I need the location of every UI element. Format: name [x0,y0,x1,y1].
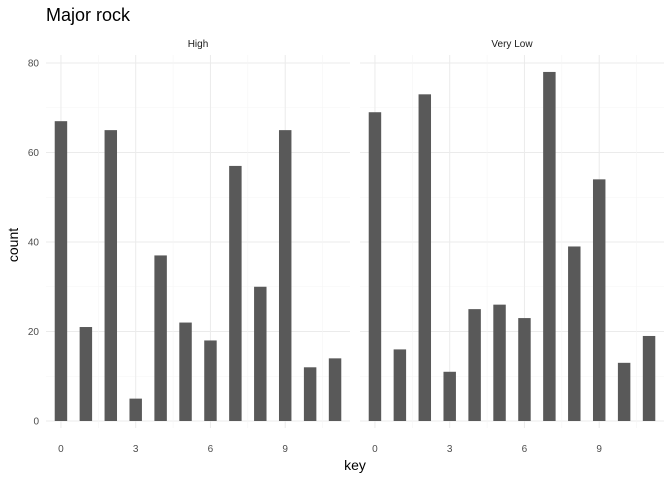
bar [393,349,407,421]
bar [79,327,93,421]
x-tick-label: 3 [133,444,139,455]
x-tick-label: 0 [58,444,64,455]
bar [204,340,217,421]
panel-strip-very-low: Very Low [491,39,533,50]
bar [518,318,531,421]
panel-strip-high: High [188,39,209,50]
bar [368,112,382,421]
y-tick-label: 40 [28,238,40,249]
bar [418,94,432,421]
bar [493,304,506,421]
bar [229,165,242,421]
bar [568,246,581,421]
bar [129,398,142,421]
x-tick-label: 0 [372,444,378,455]
y-tick-label: 20 [28,327,40,338]
bar [154,255,167,421]
x-tick-label: 9 [282,444,288,455]
bar [642,335,656,421]
y-tick-label: 0 [33,417,39,428]
bar [303,367,317,421]
chart-title: Major rock [46,5,131,25]
bar [617,362,631,421]
x-axis-title: key [344,457,366,473]
bar [468,309,481,421]
bar [104,130,118,421]
bar [54,121,68,422]
x-tick-label: 6 [208,444,214,455]
bar [543,71,556,421]
y-tick-label: 80 [28,59,40,70]
x-tick-label: 3 [447,444,453,455]
bar [254,286,267,421]
y-tick-label: 60 [28,148,40,159]
bar [592,179,606,421]
bar [179,322,192,421]
y-axis-ticks: 0 20 40 60 80 [28,59,40,428]
panel-very-low: 0 3 6 9 [360,55,664,455]
bar [328,358,342,421]
panel-high: 0 3 6 9 [46,55,350,455]
x-tick-label: 9 [596,444,602,455]
bar [443,371,456,421]
y-axis-title: count [5,228,21,262]
x-tick-label: 6 [522,444,528,455]
bar [278,130,292,421]
